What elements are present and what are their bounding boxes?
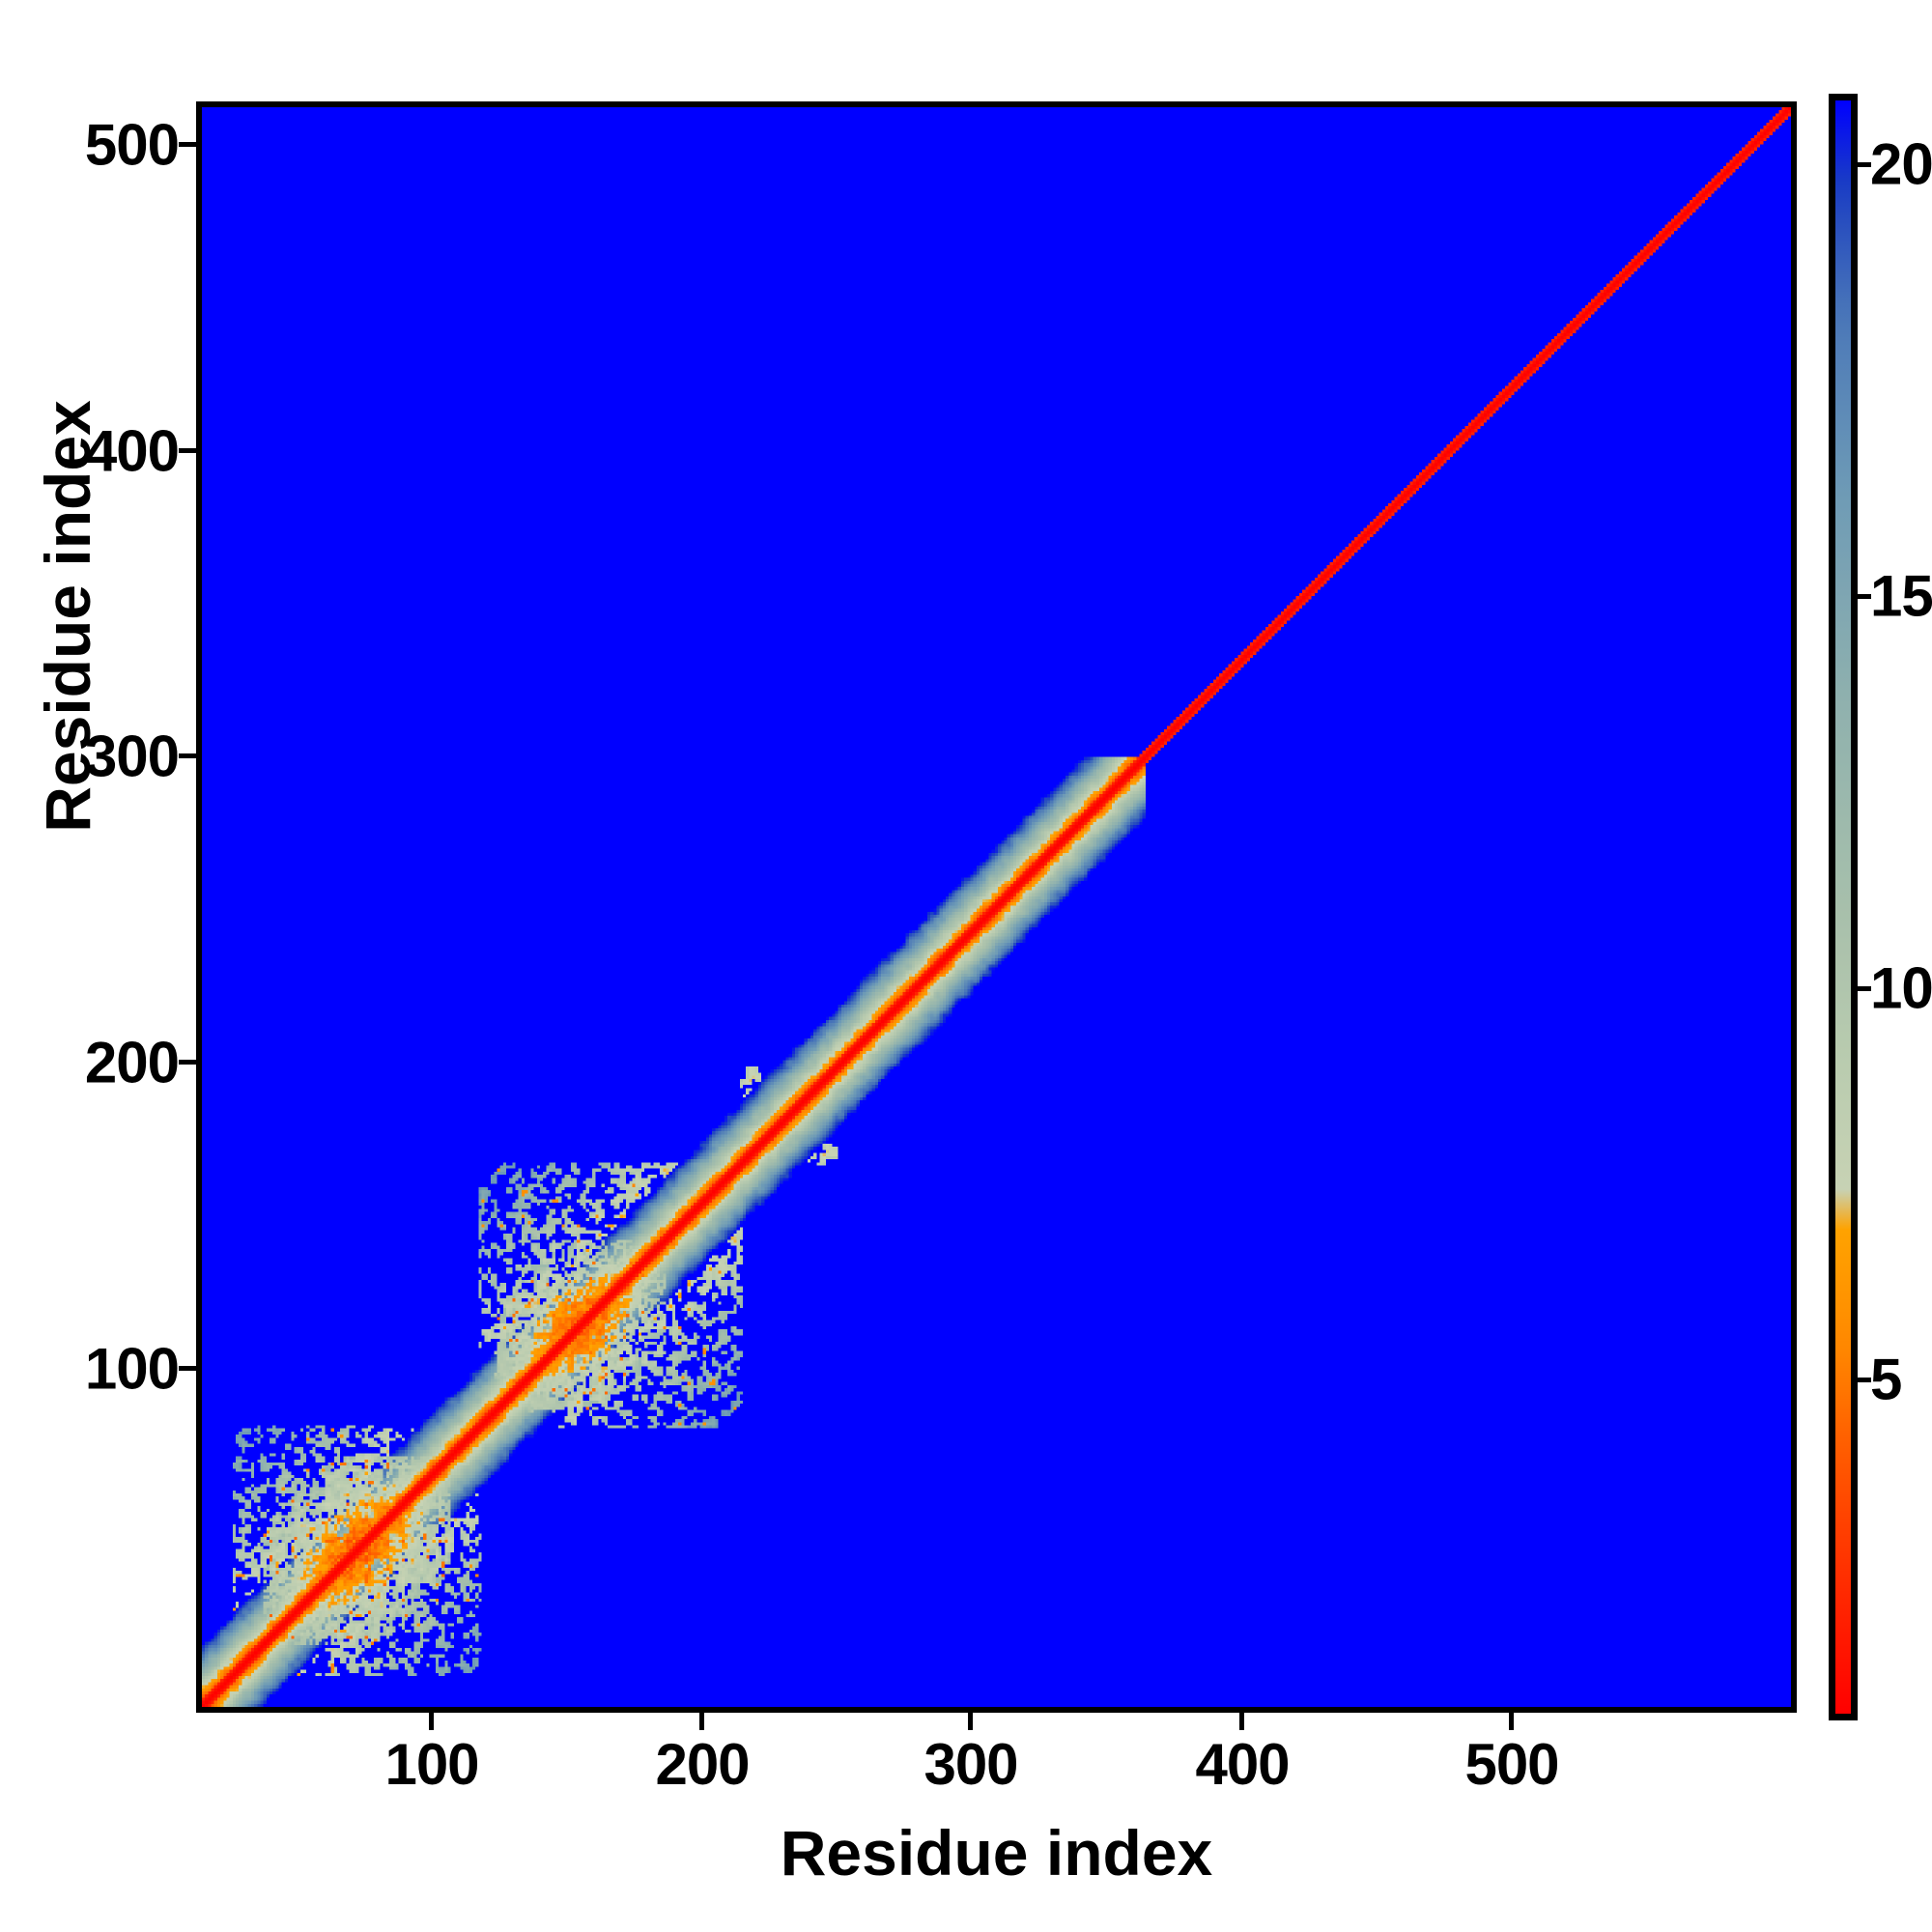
x-ticklabel-400: 400 xyxy=(1195,1732,1290,1797)
x-axis-label: Residue index xyxy=(780,1817,1213,1889)
y-ticklabel-100: 100 xyxy=(84,1336,180,1402)
colorbar-tick-10 xyxy=(1856,986,1871,991)
y-axis-label: Residue index xyxy=(32,400,103,833)
y-tick-500 xyxy=(179,142,196,147)
y-ticklabel-200: 200 xyxy=(84,1030,180,1095)
x-ticklabel-300: 300 xyxy=(923,1732,1018,1797)
y-tick-200 xyxy=(179,1060,196,1065)
y-tick-100 xyxy=(179,1366,196,1371)
colorbar[interactable] xyxy=(1829,94,1858,1720)
colorbar-gradient xyxy=(1835,100,1851,1714)
colorbar-ticklabel-15: 15 xyxy=(1870,563,1932,629)
x-tick-400 xyxy=(1239,1713,1244,1730)
x-tick-500 xyxy=(1509,1713,1514,1730)
x-tick-300 xyxy=(968,1713,973,1730)
x-tick-100 xyxy=(429,1713,434,1730)
residue-distance-heatmap xyxy=(202,107,1791,1707)
x-ticklabel-500: 500 xyxy=(1464,1732,1559,1797)
x-tick-200 xyxy=(699,1713,704,1730)
y-ticklabel-300: 300 xyxy=(84,724,180,789)
colorbar-ticklabel-5: 5 xyxy=(1870,1347,1902,1412)
x-ticklabel-100: 100 xyxy=(384,1732,479,1797)
x-ticklabel-200: 200 xyxy=(655,1732,750,1797)
colorbar-ticklabel-10: 10 xyxy=(1870,955,1932,1021)
y-ticklabel-500: 500 xyxy=(84,112,180,178)
heatmap-plot-area[interactable] xyxy=(196,101,1797,1713)
colorbar-tick-15 xyxy=(1856,594,1871,599)
colorbar-ticklabel-20: 20 xyxy=(1870,131,1932,197)
y-tick-400 xyxy=(179,448,196,453)
colorbar-tick-20 xyxy=(1856,162,1871,167)
y-ticklabel-400: 400 xyxy=(84,418,180,484)
colorbar-tick-5 xyxy=(1856,1378,1871,1382)
y-tick-300 xyxy=(179,753,196,758)
